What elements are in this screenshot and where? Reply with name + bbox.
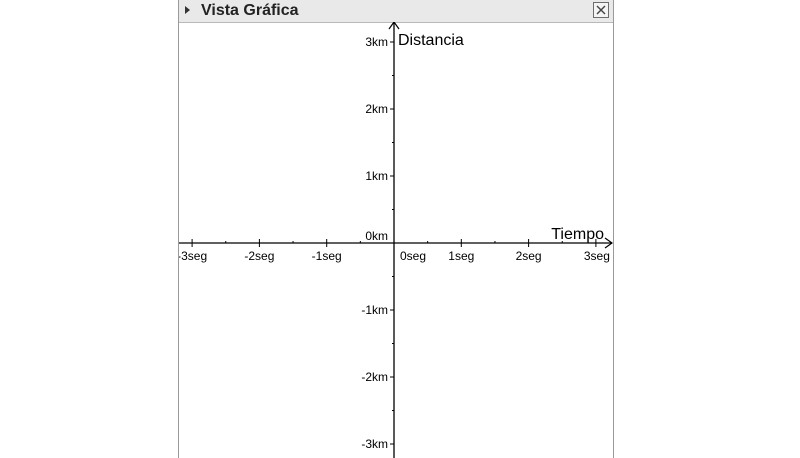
close-icon — [596, 5, 606, 15]
x-axis-arrow — [604, 237, 613, 249]
y-tick-label: 2km — [365, 102, 388, 116]
panel-titlebar: Vista Gráfica — [179, 0, 613, 23]
graph-canvas[interactable]: -3seg -2seg -1seg 0seg 1seg 2seg 3seg 3km 2km 1km… — [179, 22, 613, 458]
x-axis-label: Tiempo — [551, 226, 604, 243]
y-tick-label: -1km — [361, 303, 388, 317]
y-tick-label: 1km — [365, 169, 388, 183]
x-tick-label: 0seg — [400, 249, 426, 263]
panel-title: Vista Gráfica — [201, 2, 299, 19]
x-tick-label: -3seg — [179, 249, 207, 263]
y-tick-label: 0km — [365, 229, 388, 243]
x-tick-label: 1seg — [448, 249, 474, 263]
graphics-view-panel: Vista Gráfica -3seg -2seg -1seg 0seg 1seg 2se… — [178, 0, 614, 458]
x-tick-label: -1seg — [312, 249, 342, 263]
y-tick-label: -3km — [361, 437, 388, 451]
x-tick-label: 2seg — [516, 249, 542, 263]
triangle-right-icon[interactable] — [185, 6, 190, 14]
y-axis-label: Distancia — [398, 32, 464, 49]
x-tick-label: -2seg — [244, 249, 274, 263]
y-axis-arrow — [388, 22, 400, 30]
y-tick-label: 3km — [365, 35, 388, 49]
x-tick-label: 3seg — [584, 249, 610, 263]
y-tick-label: -2km — [361, 370, 388, 384]
close-button[interactable] — [593, 2, 609, 18]
